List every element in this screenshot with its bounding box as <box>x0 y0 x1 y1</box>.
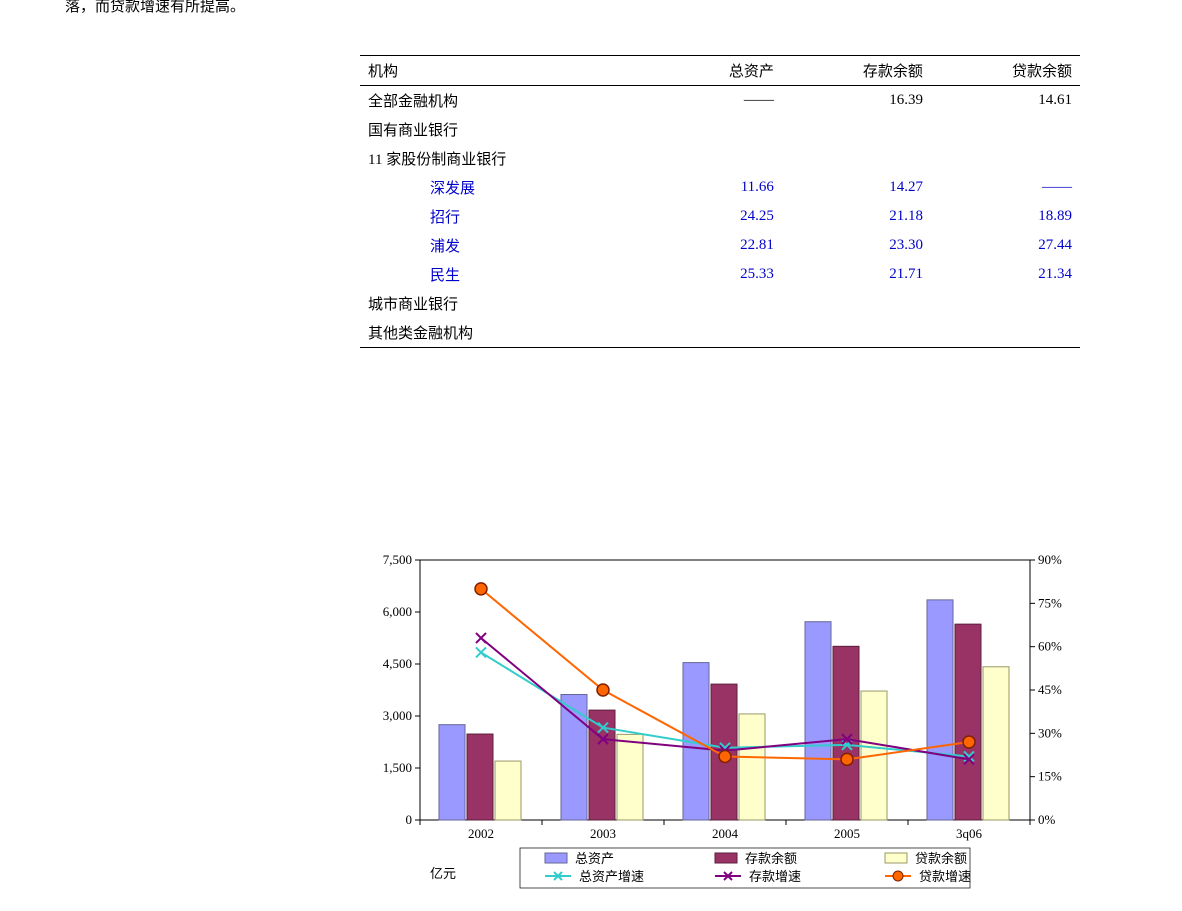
table-row: 民生25.3321.7121.34 <box>360 260 1080 289</box>
table-cell: 14.27 <box>782 173 931 202</box>
svg-text:45%: 45% <box>1038 682 1062 697</box>
bar <box>495 761 521 820</box>
bar <box>561 695 587 820</box>
svg-text:30%: 30% <box>1038 725 1062 740</box>
marker-x <box>476 647 486 657</box>
table-cell <box>931 115 1080 144</box>
table-cell: 22.81 <box>662 231 782 260</box>
legend-label: 贷款余额 <box>915 851 967 866</box>
bar <box>617 734 643 820</box>
marker-x <box>476 633 486 643</box>
table-cell <box>662 144 782 173</box>
svg-text:7,500: 7,500 <box>383 552 412 567</box>
table-cell <box>782 289 931 318</box>
svg-text:60%: 60% <box>1038 639 1062 654</box>
table-row: 11 家股份制商业银行 <box>360 144 1080 173</box>
table-cell: —— <box>931 173 1080 202</box>
svg-text:3q06: 3q06 <box>956 826 983 841</box>
table-cell: 16.39 <box>782 86 931 116</box>
table-cell <box>662 318 782 348</box>
table-cell: 24.25 <box>662 202 782 231</box>
table-header: 存款余额 <box>782 56 931 86</box>
table-cell: —— <box>662 86 782 116</box>
table-header: 机构 <box>360 56 662 86</box>
table-cell: 14.61 <box>931 86 1080 116</box>
table-row: 其他类金融机构 <box>360 318 1080 348</box>
svg-text:75%: 75% <box>1038 595 1062 610</box>
bar <box>927 600 953 820</box>
legend-label: 总资产 <box>575 851 614 866</box>
table-cell: 全部金融机构 <box>360 86 662 116</box>
table-cell: 25.33 <box>662 260 782 289</box>
data-table: 机构总资产存款余额贷款余额 全部金融机构——16.3914.61国有商业银行11… <box>360 55 1080 348</box>
svg-text:2002: 2002 <box>468 826 494 841</box>
table-row: 国有商业银行 <box>360 115 1080 144</box>
table-header: 贷款余额 <box>931 56 1080 86</box>
table-row: 深发展11.6614.27—— <box>360 173 1080 202</box>
table-cell: 深发展 <box>360 173 662 202</box>
table-cell: 18.89 <box>931 202 1080 231</box>
combo-chart: 0 1,500 3,000 4,500 6,000 7,500 0% 15% 30% 45% 60%… <box>350 550 1090 890</box>
table-cell: 浦发 <box>360 231 662 260</box>
table-cell: 21.71 <box>782 260 931 289</box>
bar <box>439 725 465 820</box>
table-cell: 11.66 <box>662 173 782 202</box>
table-row: 浦发22.8123.3027.44 <box>360 231 1080 260</box>
table-cell <box>931 318 1080 348</box>
marker-circle <box>841 753 853 765</box>
legend-label: 总资产增速 <box>579 869 644 884</box>
table-cell <box>782 115 931 144</box>
table-cell: 招行 <box>360 202 662 231</box>
table-cell: 21.34 <box>931 260 1080 289</box>
legend-label: 贷款增速 <box>919 869 971 884</box>
table-cell <box>931 289 1080 318</box>
marker-circle <box>719 750 731 762</box>
bar <box>805 622 831 820</box>
table-cell: 27.44 <box>931 231 1080 260</box>
table-row: 招行24.2521.1818.89 <box>360 202 1080 231</box>
table-header: 总资产 <box>662 56 782 86</box>
svg-text:6,000: 6,000 <box>383 604 412 619</box>
marker-circle <box>597 684 609 696</box>
table-cell: 23.30 <box>782 231 931 260</box>
table-cell: 城市商业银行 <box>360 289 662 318</box>
svg-text:0%: 0% <box>1038 812 1056 827</box>
bar <box>833 646 859 820</box>
svg-text:1,500: 1,500 <box>383 760 412 775</box>
table-cell <box>662 115 782 144</box>
table-row: 全部金融机构——16.3914.61 <box>360 86 1080 116</box>
svg-text:2005: 2005 <box>834 826 860 841</box>
svg-text:2003: 2003 <box>590 826 616 841</box>
table-cell: 11 家股份制商业银行 <box>360 144 662 173</box>
bar <box>955 624 981 820</box>
bar <box>983 667 1009 820</box>
legend-label: 存款余额 <box>745 851 797 866</box>
table-cell: 民生 <box>360 260 662 289</box>
svg-text:15%: 15% <box>1038 769 1062 784</box>
bar <box>739 714 765 820</box>
table-cell <box>782 144 931 173</box>
table-row: 城市商业银行 <box>360 289 1080 318</box>
sidebar-note: 落，而贷款增速有所提高。 <box>65 0 245 19</box>
table-cell: 国有商业银行 <box>360 115 662 144</box>
table-cell <box>931 144 1080 173</box>
marker-circle <box>475 583 487 595</box>
bar <box>467 734 493 820</box>
svg-text:2004: 2004 <box>712 826 739 841</box>
table-cell <box>782 318 931 348</box>
legend-label: 存款增速 <box>749 869 801 884</box>
svg-text:0: 0 <box>406 812 413 827</box>
marker-circle <box>963 736 975 748</box>
table-cell: 其他类金融机构 <box>360 318 662 348</box>
unit-label: 亿元 <box>430 866 456 881</box>
svg-text:3,000: 3,000 <box>383 708 412 723</box>
table-cell <box>662 289 782 318</box>
svg-text:4,500: 4,500 <box>383 656 412 671</box>
table-cell: 21.18 <box>782 202 931 231</box>
svg-text:90%: 90% <box>1038 552 1062 567</box>
